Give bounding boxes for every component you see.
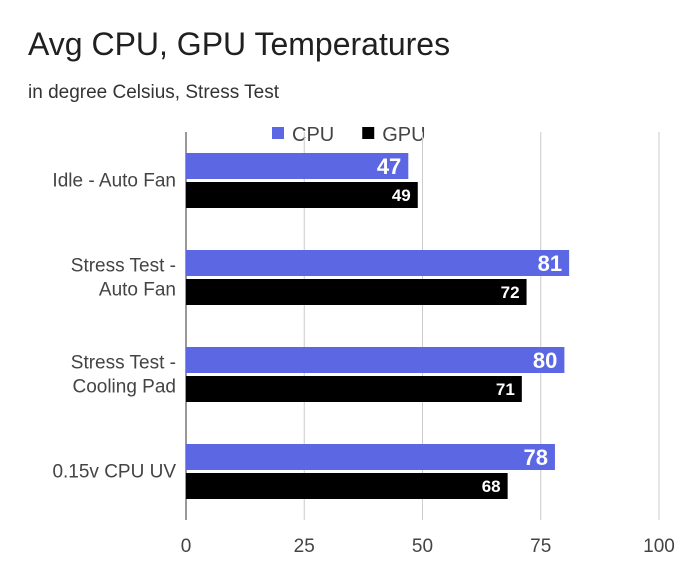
bar-cpu <box>186 347 565 373</box>
bars: 47 49 81 72 80 71 78 68 <box>186 153 570 499</box>
data-label-gpu: 71 <box>496 380 515 399</box>
bar-gpu <box>186 182 418 208</box>
bar-cpu <box>186 250 570 276</box>
legend: CPU GPU <box>272 124 426 146</box>
bar-gpu <box>186 279 527 305</box>
legend-swatch-cpu <box>272 127 284 139</box>
data-label-gpu: 72 <box>501 283 520 302</box>
legend-label-gpu: GPU <box>382 124 425 146</box>
data-label-cpu: 80 <box>533 348 557 373</box>
legend-swatch-gpu <box>362 127 375 139</box>
bar-cpu <box>186 444 555 470</box>
x-axis-ticks: 0 25 50 75 100 <box>181 536 675 557</box>
category-label: Stress Test - <box>71 256 176 277</box>
bar-gpu <box>186 473 508 499</box>
x-tick-label: 0 <box>181 536 192 557</box>
category-label: Cooling Pad <box>72 377 176 398</box>
category-label: Auto Fan <box>99 280 176 301</box>
bar-cpu <box>186 153 409 179</box>
x-tick-label: 100 <box>643 536 675 557</box>
x-tick-label: 50 <box>412 536 433 557</box>
legend-label-cpu: CPU <box>292 124 334 146</box>
category-label: Stress Test - <box>71 353 176 374</box>
data-label-gpu: 68 <box>482 477 501 496</box>
data-label-cpu: 78 <box>523 445 547 470</box>
chart-subtitle: in degree Celsius, Stress Test <box>28 82 280 103</box>
data-label-gpu: 49 <box>392 186 411 205</box>
category-label: 0.15v CPU UV <box>52 462 176 483</box>
category-labels: Idle - Auto Fan Stress Test - Auto Fan Stre… <box>52 171 176 483</box>
data-label-cpu: 81 <box>538 251 562 276</box>
x-tick-label: 25 <box>294 536 315 557</box>
chart-title: Avg CPU, GPU Temperatures <box>28 26 450 62</box>
data-label-cpu: 47 <box>377 154 401 179</box>
x-tick-label: 75 <box>530 536 551 557</box>
category-label: Idle - Auto Fan <box>52 171 176 192</box>
bar-gpu <box>186 376 522 402</box>
